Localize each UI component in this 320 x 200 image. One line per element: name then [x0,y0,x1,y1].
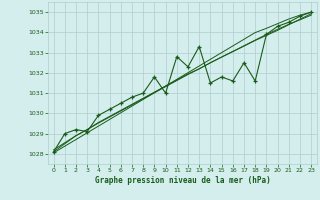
X-axis label: Graphe pression niveau de la mer (hPa): Graphe pression niveau de la mer (hPa) [94,176,270,185]
